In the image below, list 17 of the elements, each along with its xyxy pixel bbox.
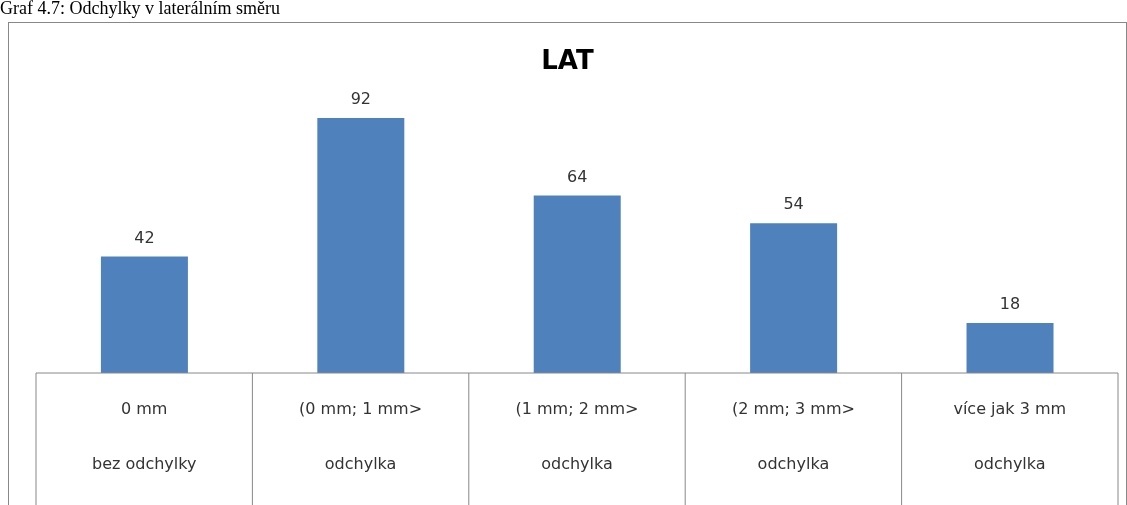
data-label: 54 <box>783 194 804 214</box>
text: Graf 4.7: Odchylky v laterálním směru <box>0 0 280 19</box>
data-label: 18 <box>999 294 1021 314</box>
data-label: 64 <box>567 166 588 186</box>
bar <box>317 118 405 373</box>
category-label: (1 mm; 2 mm> odchylka <box>515 399 639 473</box>
bar <box>750 223 838 373</box>
category-label: (0 mm; 1 mm> odchylka <box>299 399 423 473</box>
bar <box>100 256 188 373</box>
bar <box>966 323 1054 373</box>
chart-title: LAT <box>540 45 595 75</box>
data-label: 42 <box>134 227 155 247</box>
category-label: více jak 3 mm odchylka <box>953 399 1067 473</box>
category-label: 0 mm bez odchylky <box>91 399 197 473</box>
bar <box>533 195 621 373</box>
data-label: 92 <box>350 89 371 108</box>
category-label: (2 mm; 3 mm> odchylka <box>731 399 855 473</box>
